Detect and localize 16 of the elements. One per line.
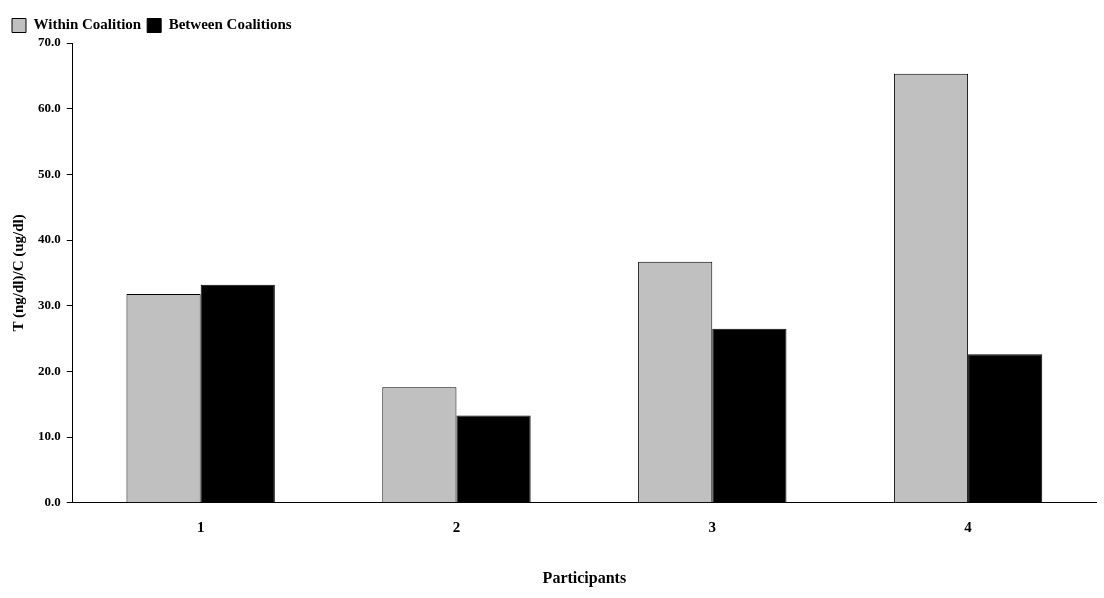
y-tick-label: 40.0	[38, 231, 61, 247]
y-tick-label: 60.0	[38, 100, 61, 116]
y-tick-label: 50.0	[38, 165, 61, 181]
y-tick-label: 20.0	[38, 362, 61, 378]
legend-label: Within Coalition	[33, 16, 142, 33]
x-tick-label: 3	[708, 518, 717, 535]
legend-label: Between Coalitions	[168, 16, 292, 33]
y-tick-label: 70.0	[38, 34, 61, 50]
y-axis-title: T (ng/dl)/C (ug/dl)	[9, 214, 27, 332]
x-tick-label: 2	[452, 518, 461, 535]
x-tick-label: 4	[964, 518, 973, 535]
y-tick-label: 30.0	[38, 297, 61, 313]
x-tick-label: 1	[196, 518, 205, 535]
y-tick-label: 10.0	[38, 428, 61, 444]
y-tick-label: 0.0	[44, 494, 61, 510]
x-axis-title: Participants	[542, 568, 627, 587]
